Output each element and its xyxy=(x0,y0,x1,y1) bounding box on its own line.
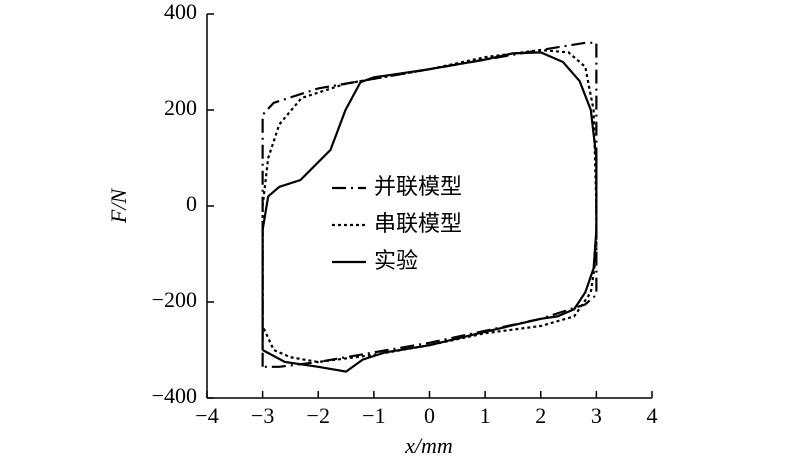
x-tick-label: 0 xyxy=(424,403,435,428)
x-tick-label: −3 xyxy=(251,403,274,428)
x-tick-label: 1 xyxy=(480,403,491,428)
y-tick-label: 400 xyxy=(164,0,197,24)
x-tick-label: −1 xyxy=(362,403,385,428)
legend-label: 实验 xyxy=(374,249,418,274)
y-axis-label: F/N xyxy=(106,188,131,225)
legend-label: 并联模型 xyxy=(374,175,462,200)
series-line xyxy=(261,51,598,373)
y-tick-label: 200 xyxy=(164,95,197,120)
legend-label: 串联模型 xyxy=(374,212,462,237)
y-tick-label: −200 xyxy=(152,287,197,312)
series-line xyxy=(261,48,598,364)
x-axis-label: x/mm xyxy=(404,433,453,458)
x-tick-label: 3 xyxy=(591,403,602,428)
y-tick-label: 0 xyxy=(186,191,197,216)
x-tick-label: 4 xyxy=(647,403,658,428)
x-tick-label: 2 xyxy=(535,403,546,428)
series-line xyxy=(261,41,598,368)
x-tick-label: −4 xyxy=(195,403,218,428)
y-tick-label: −400 xyxy=(152,383,197,408)
x-tick-label: −2 xyxy=(307,403,330,428)
